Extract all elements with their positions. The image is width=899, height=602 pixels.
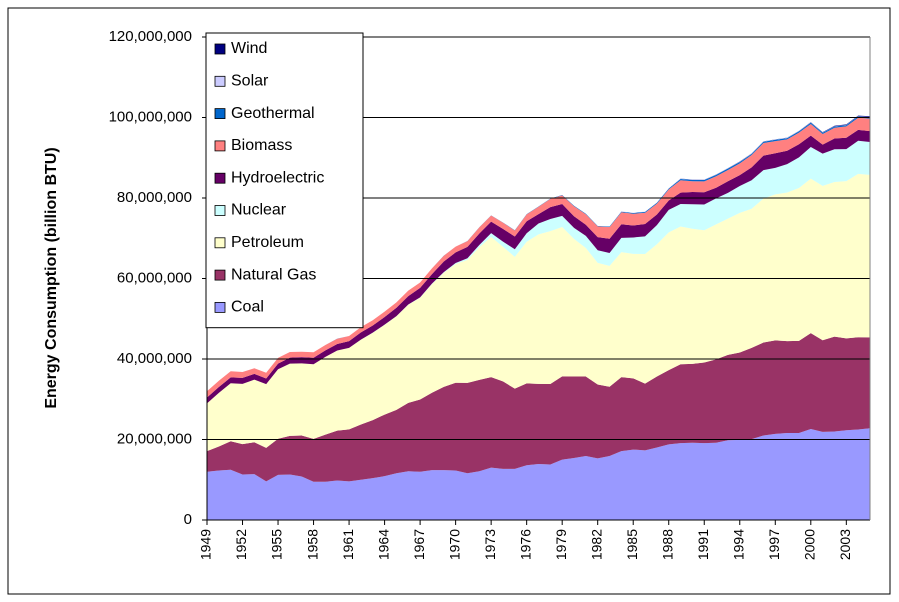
x-tick-label: 1976 <box>517 529 533 560</box>
legend-swatch <box>214 172 226 184</box>
legend-box <box>205 32 364 329</box>
x-tick-label: 1991 <box>695 529 711 560</box>
legend-label: Geothermal <box>231 105 315 122</box>
x-tick-label: 2000 <box>802 529 818 560</box>
x-tick-label: 1952 <box>233 529 249 560</box>
legend-swatch <box>214 269 226 281</box>
y-axis-title: Energy Consumption (billion BTU) <box>43 147 60 408</box>
legend: Wind Solar Geothermal Biomass Hydroelectric N… <box>205 32 364 329</box>
x-tick-label: 1979 <box>553 529 569 560</box>
area <box>207 428 870 520</box>
y-tick-label: 0 <box>184 511 192 528</box>
y-tick-label: 20,000,000 <box>117 430 192 447</box>
legend-label: Wind <box>231 40 267 57</box>
y-tick-label: 40,000,000 <box>117 350 192 367</box>
legend-label: Nuclear <box>231 202 287 219</box>
legend-label: Solar <box>231 73 269 90</box>
legend-swatch <box>214 237 226 249</box>
y-tick-label: 80,000,000 <box>117 189 192 206</box>
y-tick-label: 100,000,000 <box>109 108 192 125</box>
legend-swatch <box>214 140 226 152</box>
legend-label: Coal <box>231 299 264 316</box>
legend-swatch <box>214 301 226 313</box>
x-tick-label: 1988 <box>659 529 675 560</box>
x-tick-label: 1955 <box>269 529 285 560</box>
y-tick-label: 60,000,000 <box>117 269 192 286</box>
x-tick-label: 1967 <box>411 529 427 560</box>
legend-swatch <box>214 75 226 87</box>
legend-swatch <box>214 205 226 216</box>
x-tick-label: 1958 <box>304 529 320 560</box>
x-tick-label: 1997 <box>766 529 782 560</box>
area <box>207 173 870 452</box>
legend-swatch <box>214 43 226 55</box>
legend-label: Natural Gas <box>231 266 316 283</box>
x-tick-label: 1964 <box>375 529 391 560</box>
legend-label: Petroleum <box>231 234 304 251</box>
legend-label: Hydroelectric <box>231 169 324 186</box>
y-tick-label: 120,000,000 <box>109 28 192 45</box>
x-tick-label: 1970 <box>446 529 462 560</box>
x-tick-label: 1973 <box>482 529 498 560</box>
legend-swatch <box>214 108 226 119</box>
x-tick-label: 1985 <box>624 529 640 560</box>
area <box>207 333 870 482</box>
x-tick-label: 1994 <box>730 529 746 560</box>
legend-label: Biomass <box>231 137 292 154</box>
area <box>207 117 870 398</box>
x-tick-label: 2003 <box>837 529 853 560</box>
area <box>207 140 870 404</box>
x-tick-label: 1961 <box>340 529 356 560</box>
x-tick-label: 1949 <box>198 529 214 560</box>
x-tick-label: 1982 <box>588 529 604 560</box>
